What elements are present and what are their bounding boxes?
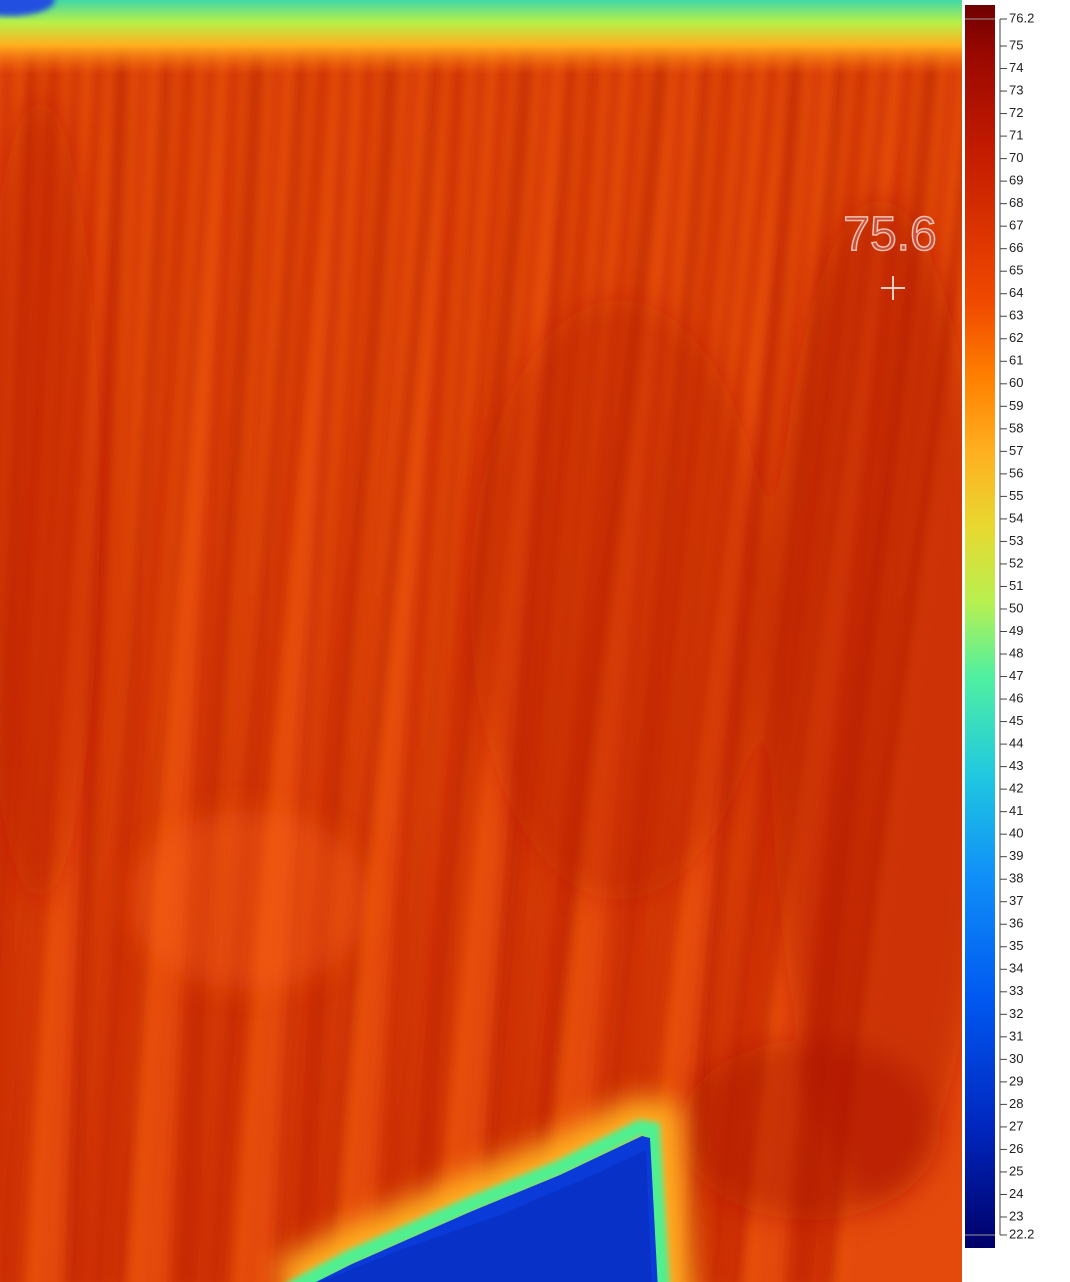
tick-label: 70 — [1009, 150, 1023, 165]
tick-label: 71 — [1009, 128, 1023, 143]
stripe — [206, 39, 309, 1282]
tick-label: 28 — [1009, 1096, 1023, 1111]
stripe — [321, 39, 444, 1282]
tick-label: 30 — [1009, 1051, 1023, 1066]
tick-label: 44 — [1009, 736, 1023, 751]
tick-label: 74 — [1009, 60, 1023, 75]
tick-label: 49 — [1009, 623, 1023, 638]
tick-label: 59 — [1009, 398, 1023, 413]
tick-label: 35 — [1009, 938, 1023, 953]
tick-label: 42 — [1009, 781, 1023, 796]
tick-label: 34 — [1009, 961, 1023, 976]
tick-label: 66 — [1009, 240, 1023, 255]
tick-label: 46 — [1009, 690, 1023, 705]
tick-label: 62 — [1009, 330, 1023, 345]
tick-label: 51 — [1009, 578, 1023, 593]
tick-label: 32 — [1009, 1006, 1023, 1021]
tick-label: 38 — [1009, 871, 1023, 886]
tick-label: 45 — [1009, 713, 1023, 728]
tick-label: 29 — [1009, 1073, 1023, 1088]
stripe — [91, 39, 174, 1282]
stripe — [101, 39, 199, 1282]
tick-label: 53 — [1009, 533, 1023, 548]
stripe-light — [131, 39, 226, 1282]
tick-label: 52 — [1009, 555, 1023, 570]
stripe — [168, 39, 242, 1282]
stripe — [118, 39, 217, 1282]
stripe — [80, 39, 150, 1282]
tick-label: 48 — [1009, 645, 1023, 660]
spot-crosshair — [881, 276, 905, 300]
stripe — [195, 39, 285, 1282]
tick-label: 55 — [1009, 488, 1023, 503]
thermal-image — [0, 0, 962, 1282]
stripe — [216, 39, 334, 1282]
colorbar-axis: 76.2 75 74 73 72 71 70 69 68 67 66 65 64 63 62 61 60 59 58… — [965, 10, 1034, 1241]
tick-label: 31 — [1009, 1028, 1023, 1043]
tick-label: 64 — [1009, 285, 1023, 300]
tick-label: 37 — [1009, 893, 1023, 908]
tick-label: 68 — [1009, 195, 1023, 210]
tick-label: 26 — [1009, 1141, 1023, 1156]
stripe-light — [336, 39, 451, 1282]
shading — [0, 100, 962, 1220]
stripe — [388, 39, 487, 1282]
tick-label: 25 — [1009, 1163, 1023, 1178]
tick-label: 39 — [1009, 848, 1023, 863]
tick-label: 67 — [1009, 218, 1023, 233]
stripe — [64, 39, 131, 1282]
tick-label: 43 — [1009, 758, 1023, 773]
stripe — [179, 39, 266, 1282]
tick-label: 27 — [1009, 1118, 1023, 1133]
tick-label: 41 — [1009, 803, 1023, 818]
tick-label: 65 — [1009, 263, 1023, 278]
tick-label: 54 — [1009, 510, 1023, 525]
tick-label: 57 — [1009, 443, 1023, 458]
tick-label: 56 — [1009, 465, 1023, 480]
tick-label: 69 — [1009, 173, 1023, 188]
tick-label: 75 — [1009, 37, 1023, 52]
top-band — [0, 0, 962, 75]
tick-label: 23 — [1009, 1208, 1023, 1223]
tick-label: 40 — [1009, 826, 1023, 841]
tick-label: 50 — [1009, 600, 1023, 615]
stripe — [371, 39, 469, 1282]
tick-label: 47 — [1009, 668, 1023, 683]
stripe — [294, 39, 401, 1282]
stripe — [283, 39, 377, 1282]
tick-label: 58 — [1009, 420, 1023, 435]
tick-label: 36 — [1009, 916, 1023, 931]
tick-label: 33 — [1009, 983, 1023, 998]
spot-label: 75.6 — [843, 208, 936, 261]
stripe — [310, 39, 420, 1282]
tick-label: 73 — [1009, 82, 1023, 97]
tick-label: 61 — [1009, 353, 1023, 368]
tick-label: 76.2 — [1009, 10, 1034, 25]
tick-label: 24 — [1009, 1186, 1023, 1201]
cold-core — [320, 1150, 652, 1282]
cold-edge — [288, 1119, 670, 1282]
stripe — [398, 39, 512, 1282]
tick-label: 22.2 — [1009, 1226, 1034, 1241]
corner-cold — [0, 0, 55, 16]
tick-label: 60 — [1009, 375, 1023, 390]
tick-label: 63 — [1009, 308, 1023, 323]
colorbar — [965, 5, 995, 1248]
stripe-light — [233, 39, 339, 1282]
stripe — [273, 39, 352, 1282]
tick-label: 72 — [1009, 105, 1023, 120]
